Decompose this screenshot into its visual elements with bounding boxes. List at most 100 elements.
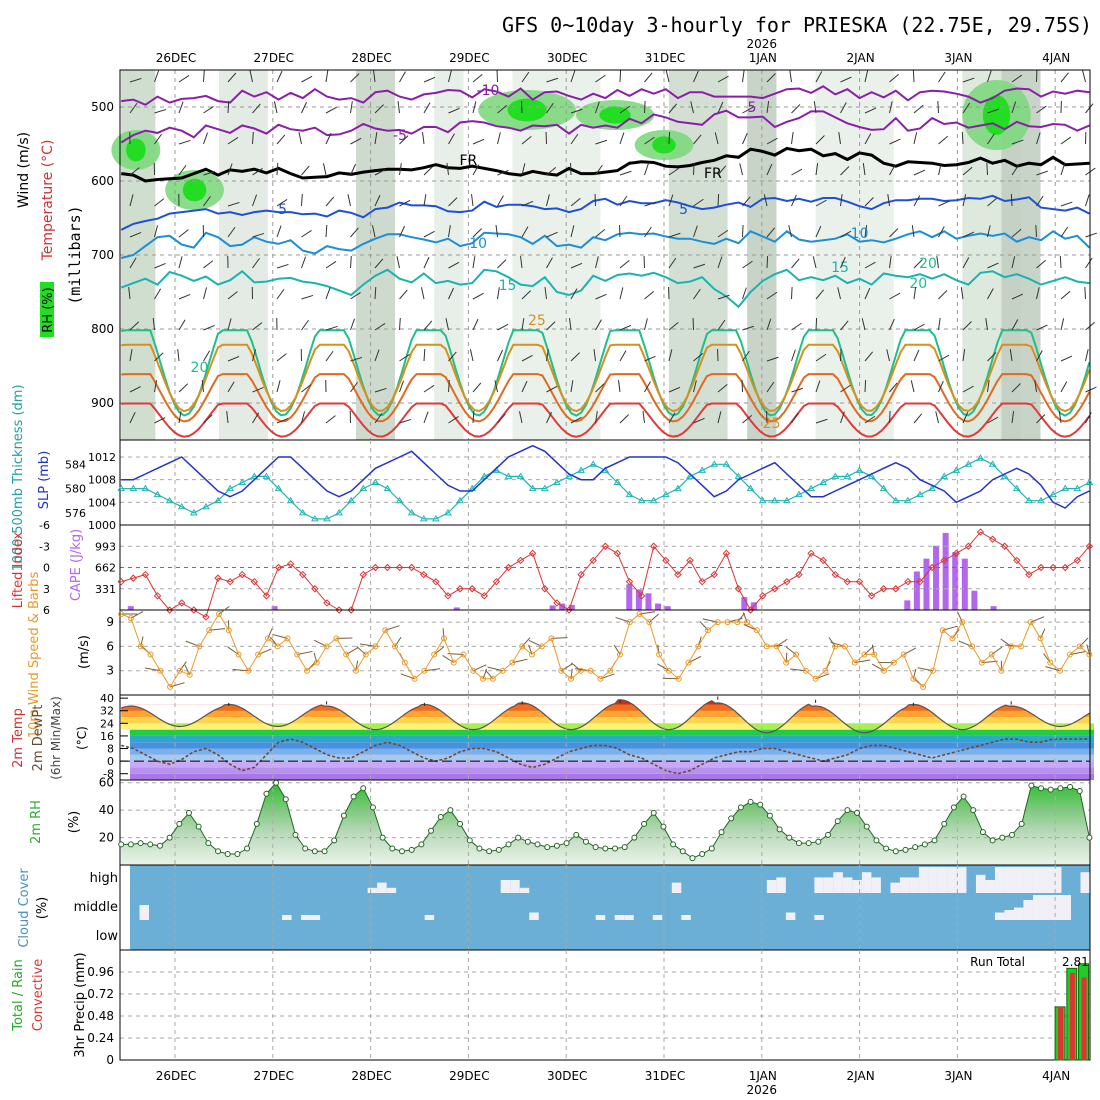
- cape-bar: [453, 607, 460, 610]
- wind-point: [313, 659, 320, 666]
- li-point: [662, 556, 670, 565]
- wind-point: [1017, 643, 1024, 650]
- thickness-point: [359, 484, 368, 492]
- wind-barb: [355, 660, 359, 671]
- thickness-point: [238, 478, 247, 485]
- wind-barb: [699, 621, 709, 631]
- thickness-point: [819, 478, 828, 485]
- rh-point: [495, 846, 502, 853]
- rh-point: [321, 848, 328, 855]
- rh-point: [185, 809, 192, 816]
- precip-convective-bar: [1058, 1006, 1064, 1060]
- li-point: [674, 570, 682, 579]
- li-point: [637, 592, 646, 600]
- rh-point: [1047, 786, 1054, 793]
- wind-point: [206, 627, 213, 634]
- li-point: [262, 592, 271, 600]
- bottom-date-label-4JAN: 4JAN: [1042, 1069, 1070, 1083]
- rh-point: [127, 841, 134, 848]
- rh-point: [215, 848, 222, 855]
- li-point: [420, 570, 428, 579]
- thickness-point: [988, 460, 997, 467]
- rh-point: [156, 842, 163, 849]
- cloud-middle-cell: [282, 915, 292, 920]
- wind-point: [665, 667, 672, 674]
- slp-ylabel: SLP (mb): [37, 451, 52, 510]
- thickness-point: [504, 472, 513, 479]
- cape-bar: [559, 603, 566, 610]
- thickness-point: [1012, 484, 1021, 492]
- li-point: [722, 549, 731, 558]
- precip-tick-0.24: 0.24: [87, 1031, 114, 1045]
- wind-barb: [179, 661, 187, 672]
- wind-point: [734, 619, 741, 626]
- rh-point: [931, 837, 938, 844]
- rh-point: [118, 841, 125, 848]
- slp-tick-1012: 1012: [88, 451, 116, 464]
- temp-tick--8: -8: [103, 768, 114, 781]
- thickness-point: [589, 460, 598, 467]
- rh-point: [369, 804, 376, 811]
- li-point: [795, 570, 803, 579]
- cloud-middle-cell: [1032, 895, 1043, 920]
- thickness-point: [661, 490, 670, 498]
- slp-tick-1008: 1008: [88, 474, 116, 487]
- li-point: [1085, 542, 1094, 550]
- li-point: [371, 563, 380, 572]
- li-point: [286, 560, 295, 568]
- li-point: [214, 574, 222, 582]
- rh-point: [795, 840, 802, 847]
- thickness-point: [698, 466, 707, 473]
- top-date-label-31DEC: 31DEC: [645, 51, 685, 65]
- thickness-point: [940, 472, 949, 479]
- rh-point: [398, 848, 405, 855]
- cape-tick-331: 331: [95, 583, 116, 596]
- li-point: [432, 577, 440, 586]
- cloud-high-cell: [500, 880, 511, 893]
- rh-point: [699, 851, 706, 858]
- wind-barb: [1079, 637, 1089, 647]
- thickness-point: [782, 496, 791, 504]
- wind-point: [1066, 651, 1073, 658]
- precip-panel: 0 0.24 0.48 0.72 0.96 Run Total 2.81 Total / Ra…: [11, 949, 1091, 1067]
- thickness-point: [129, 484, 138, 492]
- bottom-date-label-2JAN: 2JAN: [847, 1069, 875, 1083]
- li-point: [565, 606, 573, 614]
- temp-tick-8: 8: [107, 743, 114, 756]
- temp-band-5: [130, 742, 1094, 749]
- cloud-high-cell: [377, 882, 387, 893]
- top-date-label-1JAN: 1JAN: [749, 51, 777, 65]
- wind-barb: [736, 612, 746, 623]
- wind-point: [939, 627, 946, 634]
- rh-point: [457, 820, 464, 827]
- wind-point: [225, 627, 232, 634]
- rh-point: [825, 831, 832, 838]
- cloud-high-cell: [386, 887, 397, 893]
- wind-point: [1076, 643, 1083, 650]
- wind-barb: [1086, 644, 1090, 655]
- wind-point: [538, 643, 545, 650]
- upper-ytick-600: 600: [91, 174, 114, 188]
- li-ylabel: Lifted Index: [11, 531, 26, 608]
- li-point: [117, 577, 125, 586]
- wind-barb: [957, 612, 963, 623]
- li-point: [553, 599, 561, 607]
- rh-legend-swatch: [40, 282, 54, 337]
- thickness-tick-576: 576: [65, 507, 86, 520]
- li-tick--3: -3: [39, 540, 50, 553]
- rh-point: [863, 823, 870, 830]
- rh-point: [573, 831, 580, 838]
- li-point: [359, 570, 367, 579]
- wind-point: [675, 675, 682, 682]
- wind-barb: [184, 664, 191, 675]
- wind-point: [176, 667, 183, 674]
- rh-point: [137, 840, 144, 847]
- cape-tick-662: 662: [95, 562, 116, 575]
- wind-point: [196, 643, 203, 650]
- rh-peak-2: [507, 98, 547, 122]
- contour-label-1: -5: [393, 128, 407, 144]
- thickness-point: [153, 490, 162, 498]
- li-point: [1013, 556, 1021, 565]
